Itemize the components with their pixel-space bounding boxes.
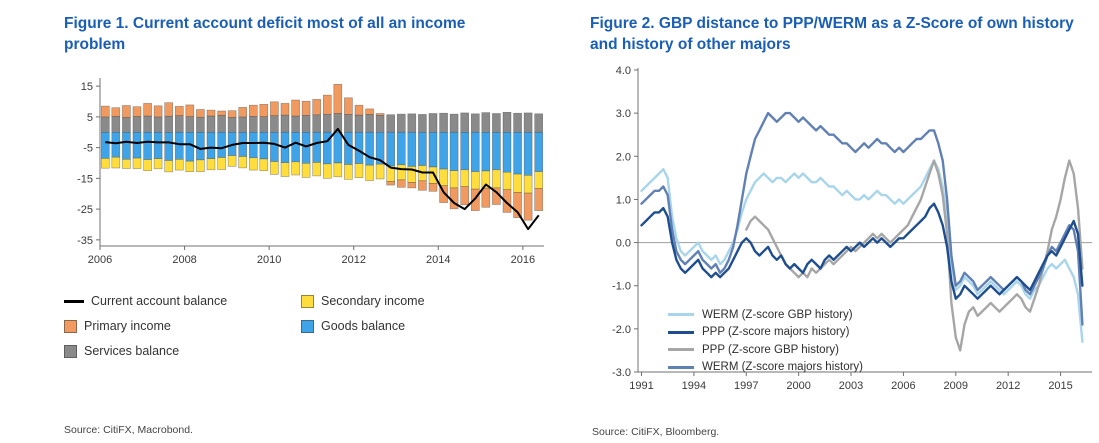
figure2-title: Figure 2. GBP distance to PPP/WERM as a …	[590, 15, 1074, 54]
legend-item-current-account-balance: Current account balance	[64, 294, 301, 308]
line-swatch-icon	[668, 365, 694, 369]
svg-text:2010: 2010	[257, 254, 281, 266]
svg-text:2009: 2009	[944, 380, 968, 392]
legend-label: WERM (Z-score GBP history)	[702, 308, 853, 321]
svg-text:3.0: 3.0	[616, 108, 631, 120]
svg-text:2000: 2000	[786, 380, 810, 392]
svg-text:-5: -5	[83, 143, 93, 155]
legend-item-services-balance: Services balance	[64, 344, 301, 358]
svg-text:-2.0: -2.0	[612, 324, 631, 336]
svg-text:1997: 1997	[734, 380, 758, 392]
svg-text:5: 5	[87, 112, 93, 124]
line-swatch-icon	[668, 330, 694, 334]
figure1-source: Source: CitiFX, Macrobond.	[64, 424, 193, 436]
svg-text:2006: 2006	[88, 254, 112, 266]
legend-label: WERM (Z-score majors history)	[702, 361, 864, 374]
svg-text:-15: -15	[77, 173, 93, 185]
legend-item-secondary-income: Secondary income	[301, 294, 425, 308]
box-swatch-icon	[301, 319, 314, 333]
line-swatch-icon	[668, 348, 694, 352]
svg-text:0.0: 0.0	[616, 238, 631, 250]
legend-label: PPP (Z-score majors history)	[702, 326, 850, 339]
svg-text:1991: 1991	[629, 380, 653, 392]
legend-item-werm-majors: WERM (Z-score majors history)	[668, 359, 863, 377]
line-swatch-icon	[668, 313, 694, 317]
legend-item-goods-balance: Goods balance	[301, 319, 425, 333]
legend-label: Primary income	[84, 319, 171, 333]
legend-label: Secondary income	[321, 294, 425, 308]
figure2-legend: WERM (Z-score GBP history) PPP (Z-score …	[668, 306, 863, 376]
legend-label: Current account balance	[91, 294, 228, 308]
svg-text:1.0: 1.0	[616, 194, 631, 206]
svg-text:1994: 1994	[682, 380, 706, 392]
svg-text:2006: 2006	[891, 380, 915, 392]
box-swatch-icon	[301, 294, 314, 308]
legend-item-primary-income: Primary income	[64, 319, 301, 333]
svg-text:2003: 2003	[839, 380, 863, 392]
svg-text:2012: 2012	[996, 380, 1020, 392]
figure1-chart: 15 5 -5 -15 -25 -35 2006 2008 2010 2012 2014 2016	[77, 78, 544, 266]
svg-text:2015: 2015	[1048, 380, 1072, 392]
svg-text:2008: 2008	[172, 254, 196, 266]
svg-text:-3.0: -3.0	[612, 367, 631, 379]
svg-text:4.0: 4.0	[616, 65, 631, 77]
box-swatch-icon	[64, 344, 77, 358]
figure1-title: Figure 1. Current account deficit most o…	[64, 15, 466, 54]
svg-text:2014: 2014	[426, 254, 450, 266]
legend-item-werm-gbp: WERM (Z-score GBP history)	[668, 306, 863, 324]
svg-text:-35: -35	[77, 235, 93, 247]
legend-label: Services balance	[84, 344, 180, 358]
legend-item-ppp-majors: PPP (Z-score majors history)	[668, 324, 863, 342]
svg-text:2016: 2016	[511, 254, 535, 266]
line-swatch-icon	[64, 299, 84, 303]
legend-label: Goods balance	[321, 319, 406, 333]
svg-text:-25: -25	[77, 204, 93, 216]
legend-item-ppp-gbp: PPP (Z-score GBP history)	[668, 341, 863, 359]
figure1-legend: Current account balance Secondary income…	[64, 294, 425, 358]
svg-text:2.0: 2.0	[616, 151, 631, 163]
svg-text:15: 15	[81, 81, 93, 93]
box-swatch-icon	[64, 319, 77, 333]
figure2-source: Source: CitiFX, Bloomberg.	[592, 426, 720, 438]
svg-text:-1.0: -1.0	[612, 281, 631, 293]
legend-label: PPP (Z-score GBP history)	[702, 343, 839, 356]
svg-text:2012: 2012	[341, 254, 365, 266]
